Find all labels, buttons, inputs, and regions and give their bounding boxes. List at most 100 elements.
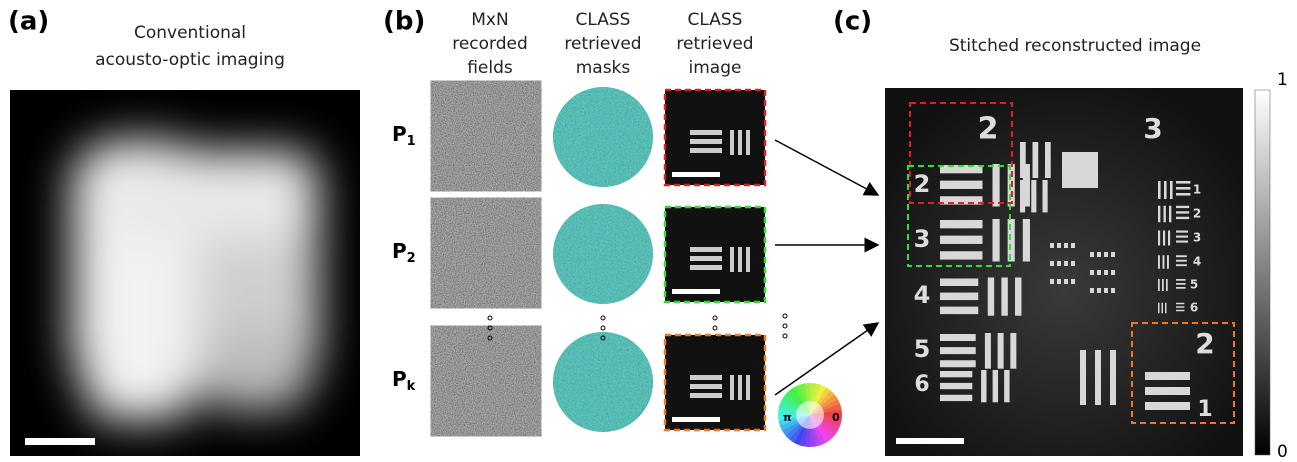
target-bar: [690, 247, 722, 252]
target-bar: [690, 130, 722, 135]
target-bar: [690, 393, 722, 398]
target-bar: [1158, 205, 1161, 223]
column-header: masks: [576, 58, 631, 78]
ellipsis-dots: [487, 313, 788, 341]
target-bar: [1104, 288, 1108, 293]
target-bar: [940, 306, 979, 315]
target-bar: [1015, 277, 1022, 316]
target-bar: [1050, 243, 1054, 248]
scale-bar: [672, 172, 720, 177]
recorded-field: [440, 90, 532, 182]
target-bar: [1111, 252, 1115, 257]
target-bar: [1145, 402, 1190, 410]
target-bar: [690, 256, 722, 261]
wheel-label: π: [783, 411, 792, 424]
target-bar: [1022, 219, 1030, 262]
target-bar: [940, 394, 973, 402]
target-bar: [1001, 277, 1008, 316]
target-bar: [690, 265, 722, 270]
target-label: 6: [1190, 301, 1198, 315]
target-bar: [1064, 243, 1068, 248]
panel-title: acousto-optic imaging: [95, 50, 285, 70]
target-bar: [1176, 211, 1190, 214]
target-bar: [1176, 264, 1187, 267]
target-bar: [940, 220, 983, 229]
target-bar: [1176, 187, 1191, 190]
target-label: 4: [1193, 255, 1201, 269]
target-label: 1: [1197, 397, 1212, 422]
target-bar: [940, 347, 976, 355]
target-bar: [746, 247, 750, 272]
reconstructed-image: [885, 88, 1243, 456]
target-bar: [1064, 261, 1068, 266]
target-label: 3: [914, 225, 931, 253]
scale-bar: [672, 289, 720, 294]
scale-bar: [896, 438, 964, 444]
target-bar: [1090, 252, 1094, 257]
panel-label: (a): [8, 7, 49, 37]
target-bar: [1022, 164, 1030, 207]
target-bar: [997, 333, 1004, 369]
target-bar: [1176, 240, 1188, 243]
target-bar: [940, 334, 976, 341]
target-bar: [730, 375, 734, 400]
target-bar: [1145, 372, 1190, 380]
colorbar-label: 0: [1277, 442, 1288, 462]
target-label: 2: [914, 170, 931, 198]
target-bar: [1032, 142, 1039, 178]
target-bar: [1145, 387, 1190, 395]
target-bar: [730, 130, 734, 155]
target-label: 2: [978, 112, 999, 147]
target-label: 6: [914, 372, 929, 397]
target-bar: [1020, 142, 1026, 178]
row-subscript: 1: [407, 134, 416, 149]
target-bar: [1161, 302, 1163, 314]
target-bar: [1176, 259, 1187, 262]
target-bar: [1057, 243, 1061, 248]
target-bar: [1111, 270, 1115, 275]
target-bar: [1090, 270, 1094, 275]
target-bar: [1010, 333, 1017, 369]
wheel-center: [796, 401, 824, 429]
target-bar: [1057, 261, 1061, 266]
target-bar: [940, 371, 973, 378]
target-bar: [1176, 216, 1190, 220]
mask-noise: [553, 204, 653, 304]
target-label: 1: [1193, 183, 1201, 197]
target-bar: [992, 370, 999, 403]
target-bar: [1176, 255, 1187, 258]
row-label: Pk: [392, 367, 416, 394]
retrieved-image: [663, 333, 767, 432]
panel-label: (c): [833, 7, 872, 37]
target-bar: [1104, 270, 1108, 275]
mask-noise: [553, 332, 653, 432]
target-bar: [1064, 279, 1068, 284]
row-name: P: [392, 239, 407, 263]
target-bar: [1162, 255, 1165, 269]
target-bar: [940, 292, 979, 301]
target-label: 4: [914, 281, 931, 309]
target-bar: [1158, 230, 1161, 246]
target-bar: [940, 360, 976, 368]
target-bar: [1158, 255, 1160, 269]
mask-noise: [553, 87, 653, 187]
target-bar: [1166, 279, 1168, 291]
target-bars: [940, 142, 1191, 410]
panel-title: Stitched reconstructed image: [949, 36, 1201, 56]
target-bar: [1050, 279, 1054, 284]
target-bar: [1057, 279, 1061, 284]
target-bar: [690, 375, 722, 380]
target-bar: [992, 219, 1000, 262]
target-bar: [1045, 142, 1051, 178]
target-bar: [984, 333, 991, 369]
target-bar: [1167, 255, 1169, 269]
target-bar: [1163, 230, 1166, 246]
roi-boxes: [907, 102, 1235, 424]
column-header: CLASS: [688, 10, 743, 30]
target-bar: [690, 139, 722, 144]
target-label: 3: [1143, 112, 1162, 145]
target-bar: [1176, 302, 1185, 305]
target-bar: [1169, 205, 1172, 223]
